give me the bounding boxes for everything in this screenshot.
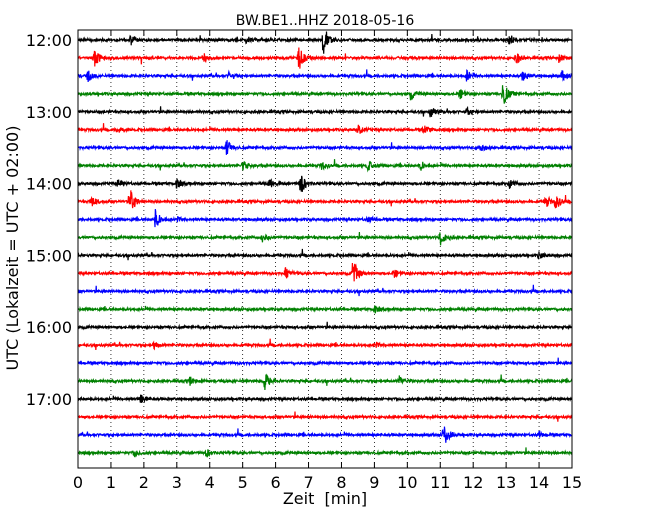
trace-1515 <box>77 263 573 282</box>
x-tick-label: 10 <box>397 473 417 492</box>
trace-1445 <box>77 231 573 246</box>
trace-1300 <box>77 105 573 118</box>
y-tick-label: 15:00 <box>26 246 72 265</box>
x-tick-label: 0 <box>73 473 83 492</box>
x-tick-label: 14 <box>529 473 549 492</box>
trace-1545 <box>77 305 573 314</box>
x-tick-label: 9 <box>369 473 379 492</box>
trace-1215 <box>77 47 573 69</box>
trace-1315 <box>77 123 573 134</box>
x-tick-label: 7 <box>303 473 313 492</box>
axis-ticks: 0 1 2 3 4 5 6 7 8 9 10 11 12 13 14 1512:0013:0014:0015:… <box>26 30 582 492</box>
y-tick-label: 17:00 <box>26 390 72 409</box>
trace-1700 <box>77 394 573 404</box>
y-tick-label: 14:00 <box>26 175 72 194</box>
chart-title: BW.BE1..HHZ 2018-05-16 <box>236 13 415 29</box>
x-axis-label: Zeit [min] <box>283 489 367 508</box>
x-tick-label: 6 <box>271 473 281 492</box>
trace-1615 <box>77 338 573 351</box>
trace-1245 <box>77 85 572 104</box>
y-tick-label: 12:00 <box>26 31 72 50</box>
x-tick-label: 13 <box>496 473 516 492</box>
trace-1430 <box>77 209 573 228</box>
trace-1715 <box>77 411 573 422</box>
trace-1230 <box>77 69 573 83</box>
trace-1415 <box>77 190 573 209</box>
x-tick-label: 15 <box>562 473 582 492</box>
trace-1400 <box>77 175 573 192</box>
x-tick-label: 3 <box>172 473 182 492</box>
x-tick-label: 8 <box>336 473 346 492</box>
trace-1645 <box>77 373 573 390</box>
y-tick-label: 13:00 <box>26 103 72 122</box>
y-tick-label: 16:00 <box>26 318 72 337</box>
plot-frame <box>77 29 573 469</box>
trace-1345 <box>77 159 573 173</box>
trace-1330 <box>77 140 573 155</box>
y-axis-label: UTC (Lokalzeit = UTC + 02:00) <box>3 126 22 371</box>
x-tick-label: 11 <box>430 473 450 492</box>
trace-1730 <box>77 426 573 443</box>
x-tick-label: 4 <box>205 473 215 492</box>
trace-1200 <box>77 31 573 54</box>
x-tick-label: 2 <box>139 473 149 492</box>
seismogram-traces <box>77 31 573 458</box>
x-tick-label: 12 <box>463 473 483 492</box>
x-tick-label: 1 <box>106 473 116 492</box>
trace-1600 <box>77 321 573 331</box>
trace-1530 <box>77 284 573 297</box>
trace-1630 <box>77 357 573 367</box>
trace-1500 <box>77 248 573 261</box>
trace-1745 <box>77 447 573 458</box>
x-tick-label: 5 <box>238 473 248 492</box>
